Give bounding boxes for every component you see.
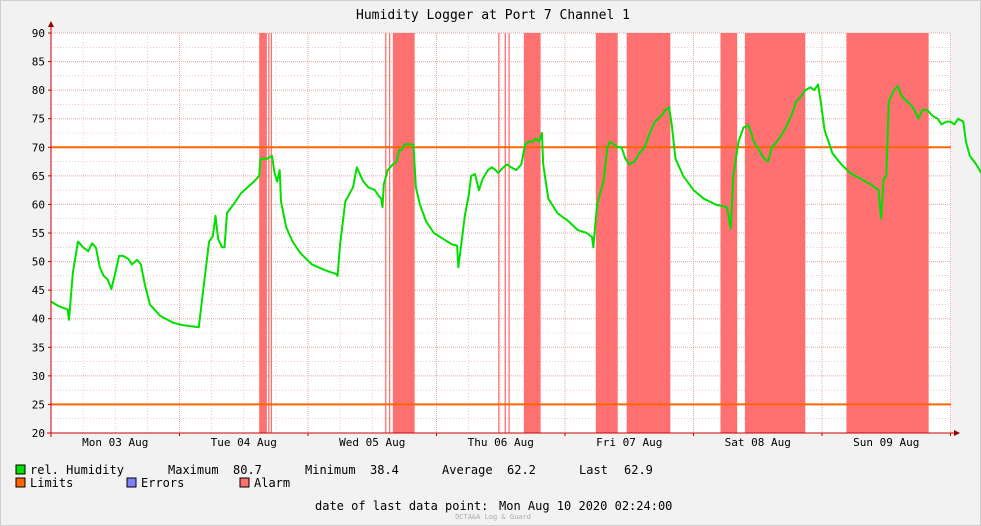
axes: 20 25 30 35 40 45 50 55 60 65 70 75 80 85 90 Mon 03 Aug…: [32, 21, 960, 449]
legend-minimum-value: 38.4: [370, 463, 399, 477]
last-data-point-label: date of last data point:: [315, 499, 488, 513]
y-tick-label: 85: [32, 56, 45, 69]
x-tick-label: Wed 05 Aug: [339, 436, 405, 449]
legend-maximum-label: Maximum: [168, 463, 219, 477]
x-tick-label: Sun 09 Aug: [853, 436, 919, 449]
y-tick-label: 65: [32, 170, 45, 183]
y-tick-label: 25: [32, 398, 45, 411]
alarm-bands: [259, 33, 929, 433]
alarm-band: [846, 33, 929, 433]
x-tick-label: Mon 03 Aug: [82, 436, 148, 449]
x-tick-label: Sat 08 Aug: [725, 436, 791, 449]
alarm-band: [388, 33, 391, 433]
alarm-band: [523, 33, 541, 433]
legend-maximum-value: 80.7: [233, 463, 262, 477]
alarm-band: [259, 33, 267, 433]
y-tick-label: 40: [32, 313, 45, 326]
legend-last-label: Last: [579, 463, 608, 477]
alarm-band: [385, 33, 387, 433]
alarm-band: [498, 33, 500, 433]
legend-humidity-swatch: [15, 464, 26, 475]
legend-limits-label: Limits: [30, 476, 73, 490]
limit-lines: [51, 146, 951, 406]
alarm-band: [504, 33, 506, 433]
last-data-point-value: Mon Aug 10 2020 02:24:00: [499, 499, 672, 513]
y-tick-label: 60: [32, 198, 45, 211]
legend-minimum-label: Minimum: [305, 463, 356, 477]
legend-average-value: 62.2: [507, 463, 536, 477]
alarm-band: [744, 33, 806, 433]
legend-average-label: Average: [442, 463, 493, 477]
y-tick-label: 20: [32, 427, 45, 440]
chart-title: Humidity Logger at Port 7 Channel 1: [356, 8, 630, 23]
humidity-series-line: [50, 83, 981, 329]
y-tick-label: 80: [32, 84, 45, 97]
legend-alarm-label: Alarm: [254, 476, 290, 490]
legend-limits-swatch: [15, 477, 26, 488]
alarm-band: [595, 33, 618, 433]
legend-errors-swatch: [126, 477, 137, 488]
y-tick-label: 35: [32, 341, 45, 354]
alarm-band: [270, 33, 273, 433]
x-tick-label: Thu 06 Aug: [468, 436, 534, 449]
y-tick-label: 90: [32, 27, 45, 40]
y-tick-label: 50: [32, 256, 45, 269]
legend-humidity-label: rel. Humidity: [30, 463, 124, 477]
legend-alarm-swatch: [239, 477, 250, 488]
alarm-band: [392, 33, 415, 433]
x-tick-label: Tue 04 Aug: [211, 436, 277, 449]
y-tick-label: 55: [32, 227, 45, 240]
footer-credit: OCTA&A Log & Guard: [455, 513, 531, 521]
y-axis-arrow: [48, 21, 54, 27]
alarm-band: [508, 33, 510, 433]
alarm-band: [626, 33, 671, 433]
y-tick-label: 45: [32, 284, 45, 297]
x-tick-label: Fri 07 Aug: [596, 436, 662, 449]
legend: rel. Humidity Maximum 80.7 Minimum 38.4 …: [15, 463, 653, 490]
y-tick-label: 30: [32, 370, 45, 383]
alarm-band: [268, 33, 270, 433]
x-axis-arrow: [954, 430, 960, 436]
legend-errors-label: Errors: [141, 476, 184, 490]
y-tick-label: 70: [32, 141, 45, 154]
alarm-band: [720, 33, 738, 433]
series-layer: [50, 83, 981, 329]
legend-last-value: 62.9: [624, 463, 653, 477]
y-tick-label: 75: [32, 113, 45, 126]
